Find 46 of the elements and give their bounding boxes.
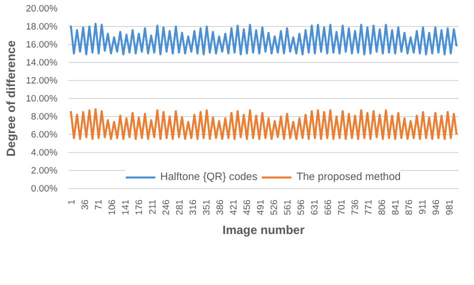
x-tick-label: 806 [377, 199, 388, 216]
y-tick-label: 12.00% [26, 76, 58, 86]
x-tick-label: 71 [93, 199, 104, 210]
x-tick-label: 421 [228, 199, 238, 216]
x-tick-label: 36 [80, 199, 90, 210]
x-tick-label: 1 [66, 199, 76, 205]
x-tick-label: 491 [256, 199, 266, 216]
x-tick-label: 351 [201, 199, 212, 216]
x-tick-label: 911 [418, 199, 428, 214]
x-tick-label: 946 [431, 199, 442, 216]
x-tick-label: 106 [106, 199, 117, 216]
x-tick-label: 316 [188, 199, 198, 216]
legend-label: The proposed method [296, 171, 401, 183]
y-tick-label: 20.00% [26, 4, 58, 14]
x-tick-label: 246 [160, 199, 171, 216]
y-tick-label: 10.00% [26, 94, 58, 104]
line-series [70, 108, 458, 140]
x-tick-label: 876 [404, 199, 414, 216]
x-axis-title: Image number [222, 223, 305, 238]
x-tick-label: 771 [364, 199, 374, 216]
x-tick-label: 736 [350, 199, 360, 216]
y-tick-label: 16.00% [26, 40, 58, 50]
y-axis-title: Degree of difference [4, 40, 18, 157]
x-tick-label: 631 [310, 199, 320, 216]
x-tick-label: 141 [120, 199, 130, 216]
y-tick-label: 2.00% [31, 166, 58, 176]
x-tick-label: 561 [282, 199, 293, 216]
x-tick-label: 666 [323, 199, 334, 216]
line-series [70, 22, 458, 56]
x-tick-label: 281 [174, 199, 184, 216]
y-tick-label: 6.00% [31, 130, 58, 140]
x-tick-label: 456 [242, 199, 252, 216]
y-tick-label: 14.00% [26, 58, 58, 68]
x-tick-label: 176 [134, 199, 144, 216]
y-tick-label: 4.00% [31, 148, 58, 158]
x-tick-label: 841 [390, 199, 401, 216]
x-tick-label: 386 [214, 199, 225, 216]
legend-label: Halftone {QR} codes [160, 171, 258, 183]
y-tick-label: 8.00% [31, 112, 58, 122]
y-tick-label: 18.00% [26, 22, 58, 32]
y-tick-label: 0.00% [31, 184, 58, 194]
x-tick-label: 981 [444, 199, 455, 216]
x-tick-label: 701 [336, 199, 347, 216]
x-tick-label: 211 [147, 199, 158, 214]
x-tick-label: 596 [296, 199, 306, 216]
x-tick-label: 526 [269, 199, 280, 216]
